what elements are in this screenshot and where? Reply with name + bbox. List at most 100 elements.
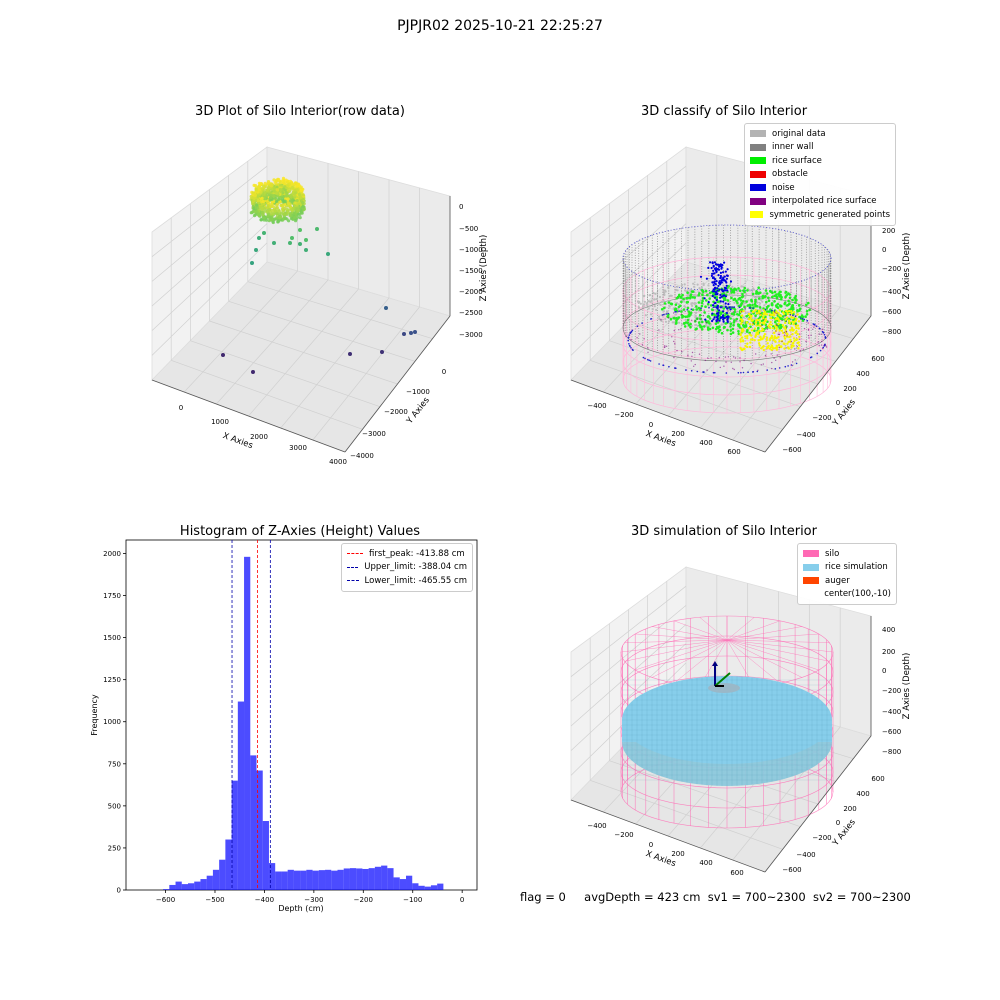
symmetric-point bbox=[751, 310, 755, 314]
raw-point bbox=[348, 352, 352, 356]
interpolated-point bbox=[812, 328, 814, 330]
raw-x-tick: 0 bbox=[179, 404, 183, 412]
rice-surface-point bbox=[682, 297, 685, 301]
original-data-point bbox=[696, 283, 699, 286]
noise-point bbox=[674, 311, 676, 313]
interpolated-point bbox=[774, 312, 776, 314]
symmetric-point bbox=[772, 327, 775, 330]
interpolated-point bbox=[777, 325, 779, 327]
raw-point bbox=[272, 200, 276, 204]
y-tick-label: 1750 bbox=[103, 592, 121, 600]
symmetric-point bbox=[739, 333, 742, 337]
symmetric-point bbox=[747, 312, 751, 316]
raw-point bbox=[290, 236, 294, 240]
raw-point bbox=[262, 185, 266, 190]
legend-item-symmetric: symmetric generated points bbox=[750, 208, 890, 222]
raw-point bbox=[293, 201, 297, 205]
raw-point bbox=[275, 179, 279, 183]
noise-point bbox=[708, 306, 710, 309]
symmetric-point bbox=[757, 339, 760, 342]
legend-swatch bbox=[750, 197, 766, 205]
noise-point bbox=[716, 263, 719, 266]
interpolated-point bbox=[784, 334, 786, 336]
rice-surface-point bbox=[737, 332, 741, 336]
raw-point bbox=[269, 216, 273, 220]
rice-surface-point bbox=[698, 292, 701, 295]
symmetric-point bbox=[788, 329, 792, 332]
interpolated-point bbox=[778, 333, 781, 336]
rice-surface-point bbox=[750, 298, 753, 302]
noise-point bbox=[628, 344, 631, 347]
interpolated-point bbox=[777, 333, 779, 335]
original-data-point bbox=[677, 303, 680, 306]
original-data-point bbox=[653, 298, 656, 301]
legend-swatch bbox=[750, 184, 766, 192]
raw-point bbox=[380, 350, 384, 354]
original-data-point bbox=[676, 289, 679, 292]
noise-point bbox=[690, 370, 693, 372]
noise-point bbox=[712, 318, 715, 321]
rice-surface-point bbox=[688, 296, 692, 300]
flag-text: flag = 0 bbox=[520, 890, 566, 904]
interpolated-point bbox=[820, 333, 822, 335]
original-data-point bbox=[728, 311, 731, 315]
noise-point bbox=[740, 371, 742, 374]
rice-surface-point bbox=[732, 324, 735, 327]
symmetric-point bbox=[773, 331, 776, 335]
rice-surface-point bbox=[741, 292, 744, 296]
rice-surface-point bbox=[669, 302, 673, 306]
original-data-point bbox=[652, 291, 655, 295]
rice-surface-point bbox=[745, 300, 748, 303]
interpolated-point bbox=[773, 357, 775, 359]
interpolated-point bbox=[717, 320, 719, 322]
noise-point bbox=[711, 312, 714, 315]
silo-cap-line bbox=[635, 633, 728, 641]
symmetric-point bbox=[782, 311, 785, 314]
rice-surface-point bbox=[714, 322, 718, 326]
noise-point bbox=[824, 337, 827, 339]
noise-point bbox=[716, 268, 719, 271]
rice-surface-point bbox=[667, 301, 671, 304]
rice-surface-point bbox=[719, 312, 723, 316]
histogram-x-ticks: −600 −500 −400 −300 −200 −100 0 bbox=[156, 890, 464, 904]
noise-point bbox=[714, 291, 718, 294]
noise-point bbox=[727, 315, 730, 318]
symmetric-point bbox=[778, 319, 781, 323]
simulation-y-tick: 200 bbox=[843, 805, 856, 813]
noise-point bbox=[799, 317, 802, 319]
histogram-bar bbox=[250, 755, 257, 890]
histogram-bar bbox=[181, 884, 188, 890]
interpolated-point bbox=[794, 348, 796, 350]
raw-point bbox=[286, 197, 290, 201]
symmetric-point bbox=[758, 318, 761, 322]
legend-item-center: center(100,-10) bbox=[803, 588, 891, 602]
rice-surface-point bbox=[675, 319, 678, 323]
noise-point bbox=[716, 293, 719, 296]
rice-surface-point bbox=[741, 300, 745, 303]
rice-surface-point bbox=[737, 287, 740, 290]
symmetric-point bbox=[783, 342, 786, 346]
symmetric-point bbox=[795, 330, 798, 333]
symmetric-point bbox=[775, 310, 778, 313]
raw-point bbox=[297, 192, 301, 197]
noise-point bbox=[663, 313, 665, 316]
rice-surface-point bbox=[746, 328, 749, 332]
interpolated-point bbox=[775, 324, 778, 326]
noise-point bbox=[649, 360, 652, 362]
original-data-point bbox=[668, 305, 671, 308]
symmetric-point bbox=[780, 345, 783, 348]
rice-surface-point bbox=[785, 294, 788, 297]
legend-swatch bbox=[750, 130, 766, 138]
noise-point bbox=[778, 367, 781, 369]
noise-point bbox=[724, 295, 728, 298]
x-tick-label: −400 bbox=[255, 896, 274, 904]
rice-surface-point bbox=[735, 317, 739, 321]
rice-surface-point bbox=[660, 308, 664, 311]
original-data-point bbox=[759, 302, 762, 305]
raw-point bbox=[259, 190, 263, 194]
original-data-point bbox=[684, 318, 687, 321]
symmetric-point bbox=[745, 321, 749, 324]
symmetric-point bbox=[748, 322, 752, 326]
simulation-y-tick: −400 bbox=[796, 851, 815, 859]
rice-surface-point bbox=[705, 299, 708, 302]
